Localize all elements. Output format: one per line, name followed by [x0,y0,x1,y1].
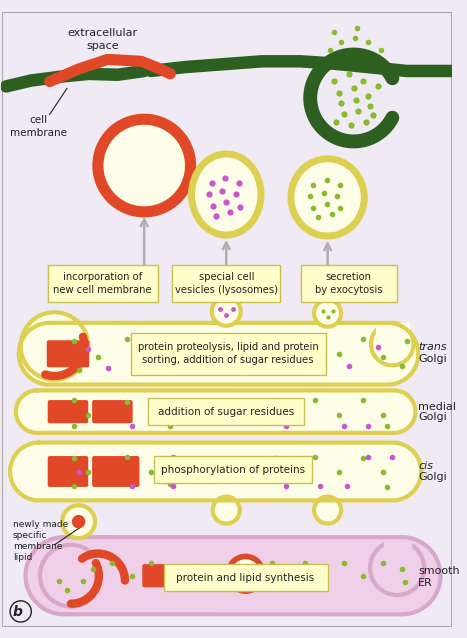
Ellipse shape [28,537,101,614]
FancyBboxPatch shape [92,400,133,423]
Ellipse shape [365,443,420,500]
Text: addition of sugar residues: addition of sugar residues [158,406,294,417]
FancyBboxPatch shape [48,456,88,487]
Text: secretion
by exocytosis: secretion by exocytosis [315,272,382,295]
Polygon shape [40,545,93,607]
Text: incorporation of
new cell membrane: incorporation of new cell membrane [53,272,152,295]
Text: Golgi: Golgi [418,412,447,422]
Text: special cell
vesicles (lysosomes): special cell vesicles (lysosomes) [175,272,278,295]
Circle shape [314,496,341,524]
FancyBboxPatch shape [47,340,89,367]
Text: ER: ER [418,579,433,588]
Text: Golgi: Golgi [418,472,447,482]
Circle shape [371,323,413,366]
Circle shape [370,541,424,595]
FancyBboxPatch shape [148,398,304,425]
Ellipse shape [17,390,57,433]
Circle shape [314,300,341,327]
FancyBboxPatch shape [142,564,199,588]
Text: cis: cis [418,461,433,471]
Polygon shape [376,323,409,349]
Ellipse shape [291,159,364,236]
FancyBboxPatch shape [154,456,312,483]
Ellipse shape [358,323,417,385]
Bar [64,537,402,614]
FancyBboxPatch shape [301,265,397,302]
Circle shape [62,505,95,538]
Polygon shape [21,312,88,380]
Circle shape [212,297,241,326]
Bar [50,323,388,385]
Circle shape [315,59,392,137]
Text: smooth: smooth [418,566,460,576]
Ellipse shape [365,537,439,614]
Bar [37,390,394,433]
Circle shape [240,568,251,579]
Text: extracellular
space: extracellular space [68,29,138,51]
Text: phosphorylation of proteins: phosphorylation of proteins [161,464,305,475]
Text: Golgi: Golgi [418,353,447,364]
Text: medial: medial [418,402,456,412]
Ellipse shape [191,154,261,235]
Text: b: b [13,605,23,619]
Polygon shape [383,537,410,563]
Ellipse shape [12,443,66,500]
Ellipse shape [20,323,79,385]
Text: cell
membrane: cell membrane [9,115,67,138]
FancyBboxPatch shape [163,564,328,591]
FancyBboxPatch shape [2,12,451,626]
Ellipse shape [374,390,414,433]
FancyBboxPatch shape [48,265,158,302]
Text: newly made
specific
membrane
lipid: newly made specific membrane lipid [13,520,68,562]
Circle shape [72,515,85,528]
Text: protein and lipid synthesis: protein and lipid synthesis [177,573,315,582]
FancyBboxPatch shape [92,456,140,487]
Text: protein proteolysis, lipid and protein
sorting, addition of sugar residues: protein proteolysis, lipid and protein s… [138,343,318,365]
Text: trans: trans [418,342,447,352]
Circle shape [98,119,191,212]
Bar [39,443,392,500]
FancyBboxPatch shape [48,400,88,423]
FancyBboxPatch shape [172,265,280,302]
FancyBboxPatch shape [131,332,325,375]
Circle shape [213,496,240,524]
Circle shape [228,556,263,591]
